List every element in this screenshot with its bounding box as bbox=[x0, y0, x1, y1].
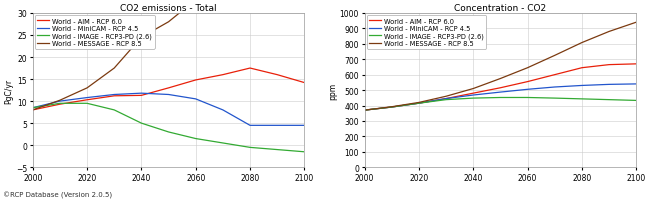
World - MiniCAM - RCP 4.5 bbox=[442, 98, 450, 100]
World - MiniCAM - RCP 4.5 bbox=[415, 102, 422, 105]
World - MiniCAM - RCP 4.5 bbox=[361, 109, 369, 112]
World - MiniCAM - RCP 4.5 bbox=[605, 84, 613, 86]
World - MiniCAM - RCP 4.5 bbox=[632, 83, 640, 86]
World - AIM - RCP 6.0 bbox=[551, 74, 558, 76]
Text: ©RCP Database (Version 2.0.5): ©RCP Database (Version 2.0.5) bbox=[3, 191, 112, 198]
World - IMAGE - RCP3-PD (2.6) bbox=[551, 97, 558, 100]
World - AIM - RCP 6.0 bbox=[415, 102, 422, 105]
World - MiniCAM - RCP 4.5 bbox=[524, 89, 532, 91]
World - AIM - RCP 6.0 bbox=[361, 109, 369, 112]
Legend: World - AIM - RCP 6.0, World - MiniCAM - RCP 4.5, World - IMAGE - RCP3-PD (2.6),: World - AIM - RCP 6.0, World - MiniCAM -… bbox=[34, 16, 155, 50]
World - IMAGE - RCP3-PD (2.6) bbox=[632, 100, 640, 102]
World - AIM - RCP 6.0 bbox=[164, 87, 172, 90]
World - IMAGE - RCP3-PD (2.6) bbox=[246, 146, 254, 149]
World - IMAGE - RCP3-PD (2.6) bbox=[524, 97, 532, 99]
World - AIM - RCP 6.0 bbox=[138, 95, 146, 97]
World - MiniCAM - RCP 4.5 bbox=[56, 100, 64, 103]
World - IMAGE - RCP3-PD (2.6) bbox=[29, 107, 36, 109]
World - IMAGE - RCP3-PD (2.6) bbox=[83, 103, 91, 105]
World - AIM - RCP 6.0 bbox=[219, 74, 227, 76]
World - IMAGE - RCP3-PD (2.6) bbox=[273, 149, 281, 151]
World - IMAGE - RCP3-PD (2.6) bbox=[469, 97, 477, 100]
World - MiniCAM - RCP 4.5 bbox=[83, 97, 91, 99]
Line: World - MESSAGE - RCP 8.5: World - MESSAGE - RCP 8.5 bbox=[365, 23, 636, 111]
Line: World - MESSAGE - RCP 8.5: World - MESSAGE - RCP 8.5 bbox=[32, 0, 304, 110]
World - MiniCAM - RCP 4.5 bbox=[29, 107, 36, 109]
Line: World - AIM - RCP 6.0: World - AIM - RCP 6.0 bbox=[32, 69, 304, 110]
World - IMAGE - RCP3-PD (2.6) bbox=[56, 103, 64, 105]
World - MESSAGE - RCP 8.5 bbox=[83, 87, 91, 90]
World - IMAGE - RCP3-PD (2.6) bbox=[219, 142, 227, 144]
World - AIM - RCP 6.0 bbox=[56, 103, 64, 106]
World - MESSAGE - RCP 8.5 bbox=[138, 37, 146, 39]
World - AIM - RCP 6.0 bbox=[524, 81, 532, 83]
World - AIM - RCP 6.0 bbox=[111, 95, 118, 98]
World - MiniCAM - RCP 4.5 bbox=[388, 106, 396, 109]
World - AIM - RCP 6.0 bbox=[29, 109, 36, 112]
World - MESSAGE - RCP 8.5 bbox=[415, 102, 422, 104]
World - MESSAGE - RCP 8.5 bbox=[111, 67, 118, 70]
World - AIM - RCP 6.0 bbox=[469, 92, 477, 95]
Y-axis label: ppm: ppm bbox=[328, 82, 337, 99]
Line: World - IMAGE - RCP3-PD (2.6): World - IMAGE - RCP3-PD (2.6) bbox=[365, 98, 636, 111]
Title: CO2 emissions - Total: CO2 emissions - Total bbox=[120, 4, 217, 13]
World - MESSAGE - RCP 8.5 bbox=[605, 31, 613, 33]
World - IMAGE - RCP3-PD (2.6) bbox=[111, 109, 118, 112]
World - MESSAGE - RCP 8.5 bbox=[361, 109, 369, 112]
World - IMAGE - RCP3-PD (2.6) bbox=[415, 102, 422, 105]
World - MiniCAM - RCP 4.5 bbox=[219, 109, 227, 112]
World - AIM - RCP 6.0 bbox=[497, 87, 504, 90]
World - MiniCAM - RCP 4.5 bbox=[497, 91, 504, 94]
Legend: World - AIM - RCP 6.0, World - MiniCAM - RCP 4.5, World - IMAGE - RCP3-PD (2.6),: World - AIM - RCP 6.0, World - MiniCAM -… bbox=[367, 16, 486, 50]
World - AIM - RCP 6.0 bbox=[578, 67, 586, 70]
World - MESSAGE - RCP 8.5 bbox=[551, 55, 558, 57]
World - IMAGE - RCP3-PD (2.6) bbox=[605, 99, 613, 101]
World - MiniCAM - RCP 4.5 bbox=[246, 125, 254, 127]
World - MESSAGE - RCP 8.5 bbox=[56, 100, 64, 102]
World - AIM - RCP 6.0 bbox=[300, 82, 308, 84]
World - MiniCAM - RCP 4.5 bbox=[273, 125, 281, 127]
World - IMAGE - RCP3-PD (2.6) bbox=[497, 97, 504, 99]
World - MESSAGE - RCP 8.5 bbox=[29, 109, 36, 112]
World - AIM - RCP 6.0 bbox=[388, 106, 396, 109]
World - MiniCAM - RCP 4.5 bbox=[469, 94, 477, 97]
World - MESSAGE - RCP 8.5 bbox=[192, 0, 200, 2]
World - IMAGE - RCP3-PD (2.6) bbox=[138, 122, 146, 125]
World - MESSAGE - RCP 8.5 bbox=[497, 78, 504, 80]
World - MESSAGE - RCP 8.5 bbox=[164, 21, 172, 24]
World - MESSAGE - RCP 8.5 bbox=[469, 88, 477, 90]
World - IMAGE - RCP3-PD (2.6) bbox=[578, 98, 586, 101]
World - MiniCAM - RCP 4.5 bbox=[111, 94, 118, 96]
World - AIM - RCP 6.0 bbox=[273, 74, 281, 76]
World - MESSAGE - RCP 8.5 bbox=[632, 22, 640, 24]
World - MESSAGE - RCP 8.5 bbox=[388, 106, 396, 108]
World - MiniCAM - RCP 4.5 bbox=[578, 85, 586, 87]
Line: World - AIM - RCP 6.0: World - AIM - RCP 6.0 bbox=[365, 65, 636, 111]
World - MiniCAM - RCP 4.5 bbox=[192, 98, 200, 101]
World - MiniCAM - RCP 4.5 bbox=[551, 86, 558, 89]
World - MiniCAM - RCP 4.5 bbox=[300, 125, 308, 127]
Line: World - IMAGE - RCP3-PD (2.6): World - IMAGE - RCP3-PD (2.6) bbox=[32, 104, 304, 152]
World - MiniCAM - RCP 4.5 bbox=[164, 94, 172, 96]
World - IMAGE - RCP3-PD (2.6) bbox=[388, 106, 396, 109]
World - AIM - RCP 6.0 bbox=[83, 99, 91, 101]
World - MESSAGE - RCP 8.5 bbox=[578, 42, 586, 45]
World - IMAGE - RCP3-PD (2.6) bbox=[361, 109, 369, 112]
World - AIM - RCP 6.0 bbox=[605, 64, 613, 66]
Title: Concentration - CO2: Concentration - CO2 bbox=[454, 4, 547, 13]
World - MESSAGE - RCP 8.5 bbox=[524, 67, 532, 70]
World - MiniCAM - RCP 4.5 bbox=[138, 92, 146, 95]
World - IMAGE - RCP3-PD (2.6) bbox=[300, 151, 308, 153]
World - AIM - RCP 6.0 bbox=[442, 98, 450, 100]
World - AIM - RCP 6.0 bbox=[632, 63, 640, 66]
World - IMAGE - RCP3-PD (2.6) bbox=[164, 131, 172, 133]
Y-axis label: PgC/yr: PgC/yr bbox=[4, 78, 13, 103]
World - IMAGE - RCP3-PD (2.6) bbox=[442, 99, 450, 101]
World - MESSAGE - RCP 8.5 bbox=[442, 96, 450, 98]
World - AIM - RCP 6.0 bbox=[192, 79, 200, 82]
World - AIM - RCP 6.0 bbox=[246, 67, 254, 70]
Line: World - MiniCAM - RCP 4.5: World - MiniCAM - RCP 4.5 bbox=[365, 84, 636, 111]
Line: World - MiniCAM - RCP 4.5: World - MiniCAM - RCP 4.5 bbox=[32, 94, 304, 126]
World - IMAGE - RCP3-PD (2.6) bbox=[192, 138, 200, 140]
